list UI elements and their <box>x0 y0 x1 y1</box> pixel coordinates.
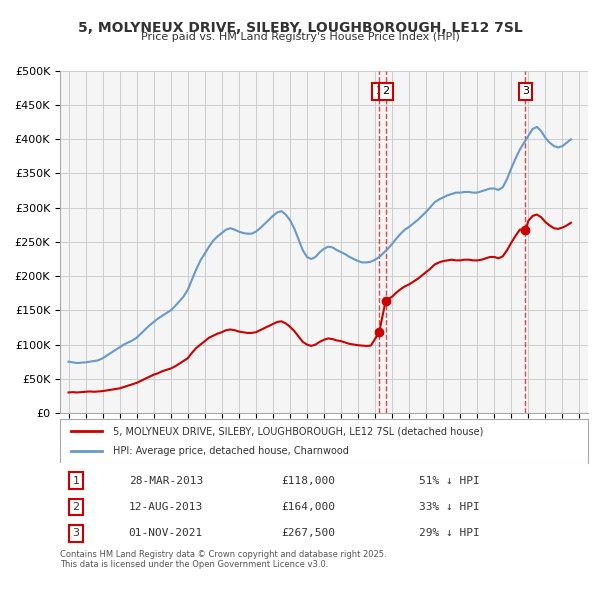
Text: HPI: Average price, detached house, Charnwood: HPI: Average price, detached house, Char… <box>113 446 349 455</box>
Text: 5, MOLYNEUX DRIVE, SILEBY, LOUGHBOROUGH, LE12 7SL: 5, MOLYNEUX DRIVE, SILEBY, LOUGHBOROUGH,… <box>77 21 523 35</box>
Text: 12-AUG-2013: 12-AUG-2013 <box>128 502 203 512</box>
Text: £267,500: £267,500 <box>282 528 336 538</box>
Text: 51% ↓ HPI: 51% ↓ HPI <box>419 476 480 486</box>
Text: 5, MOLYNEUX DRIVE, SILEBY, LOUGHBOROUGH, LE12 7SL (detached house): 5, MOLYNEUX DRIVE, SILEBY, LOUGHBOROUGH,… <box>113 427 483 436</box>
Text: 3: 3 <box>73 528 79 538</box>
Text: 2: 2 <box>382 86 389 96</box>
Text: 1: 1 <box>376 86 383 96</box>
Text: £118,000: £118,000 <box>282 476 336 486</box>
Text: 29% ↓ HPI: 29% ↓ HPI <box>419 528 480 538</box>
Text: Price paid vs. HM Land Registry's House Price Index (HPI): Price paid vs. HM Land Registry's House … <box>140 32 460 42</box>
Text: 01-NOV-2021: 01-NOV-2021 <box>128 528 203 538</box>
Text: Contains HM Land Registry data © Crown copyright and database right 2025.
This d: Contains HM Land Registry data © Crown c… <box>60 550 386 569</box>
Text: 2: 2 <box>72 502 79 512</box>
Text: 3: 3 <box>522 86 529 96</box>
Text: 28-MAR-2013: 28-MAR-2013 <box>128 476 203 486</box>
Text: £164,000: £164,000 <box>282 502 336 512</box>
Text: 33% ↓ HPI: 33% ↓ HPI <box>419 502 480 512</box>
Text: 1: 1 <box>73 476 79 486</box>
